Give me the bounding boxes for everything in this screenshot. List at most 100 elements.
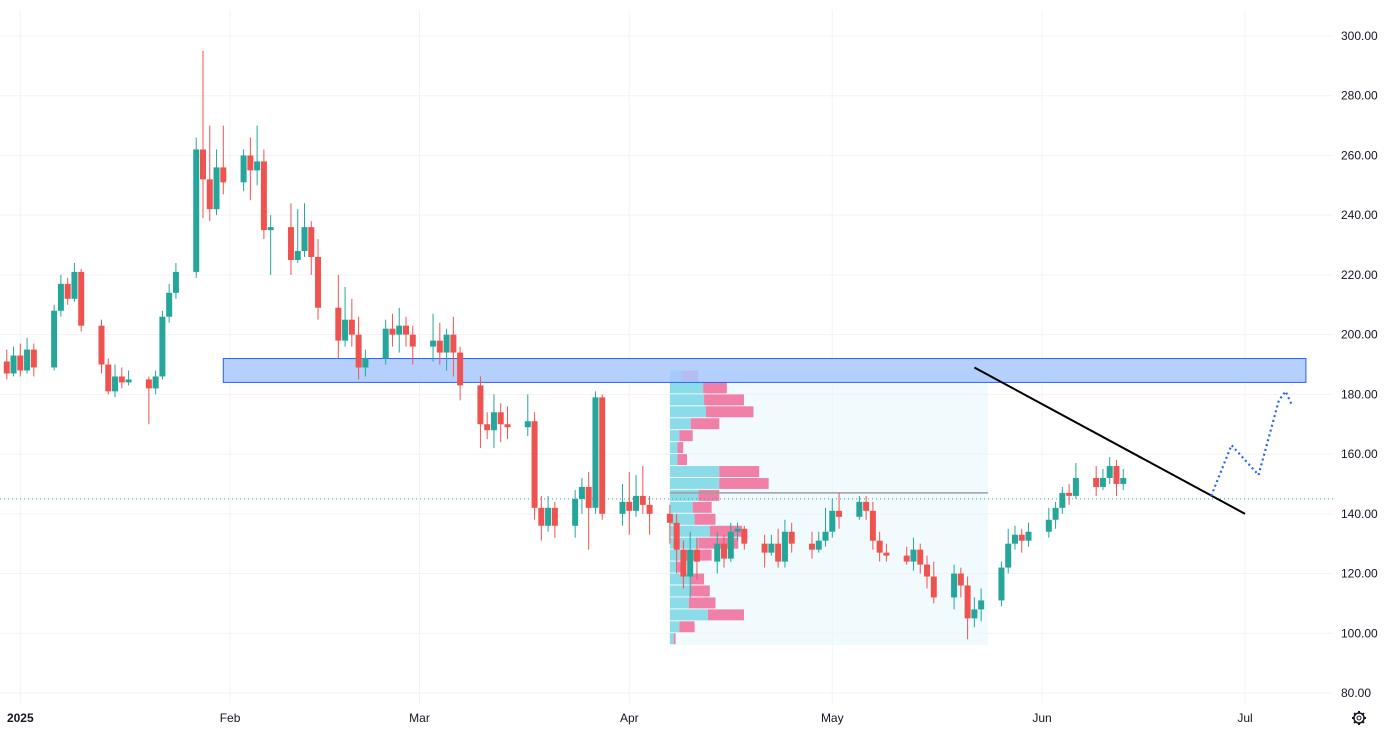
- x-axis-tick-label: Mar: [409, 711, 430, 725]
- candle-body: [118, 376, 125, 383]
- candle-body: [1052, 507, 1059, 520]
- candle-body: [666, 513, 673, 523]
- volume-profile-down-bar: [692, 501, 712, 513]
- candle-body: [693, 549, 700, 562]
- candle-body: [247, 155, 254, 171]
- candle-body: [402, 325, 409, 335]
- candle-body: [382, 328, 389, 359]
- candle-body: [917, 549, 924, 565]
- candle-body: [260, 161, 267, 231]
- x-axis-tick-label: Feb: [220, 711, 241, 725]
- candle-body: [308, 227, 315, 257]
- candle-body: [788, 531, 795, 544]
- candle-body: [105, 364, 112, 392]
- volume-profile-up-bar: [669, 466, 720, 477]
- volume-profile-up-bar: [669, 442, 678, 454]
- volume-profile-up-bar: [669, 525, 710, 537]
- candle-body: [869, 510, 876, 541]
- candle-body: [592, 397, 599, 508]
- volume-profile-down-bar: [698, 537, 739, 549]
- candle-body: [673, 522, 680, 550]
- candle-body: [680, 549, 687, 577]
- candle-body: [64, 283, 71, 299]
- candle-body: [619, 501, 626, 514]
- y-axis-tick-label: 280.00: [1341, 89, 1378, 103]
- candle-body: [159, 316, 166, 377]
- candle-body: [964, 585, 971, 619]
- candle-body: [17, 355, 24, 371]
- y-axis-tick-label: 180.00: [1341, 387, 1378, 401]
- volume-profile-up-bar: [669, 418, 691, 430]
- candle-body: [457, 352, 464, 386]
- volume-profile-up-bar: [669, 489, 699, 501]
- candle-body: [315, 256, 322, 308]
- candle-body: [578, 486, 585, 499]
- volume-profile-up-bar: [669, 430, 680, 442]
- candle-body: [125, 379, 132, 383]
- candle-body: [436, 340, 443, 353]
- volume-profile-up-bar: [669, 621, 680, 633]
- candle-body: [1072, 477, 1079, 496]
- candle-body: [768, 543, 775, 553]
- gear-icon[interactable]: [1352, 711, 1366, 725]
- y-axis-tick-label: 100.00: [1341, 626, 1378, 640]
- volume-profile-down-bar: [673, 633, 676, 645]
- volume-profile-up-bar: [669, 609, 708, 621]
- candle-body: [599, 397, 606, 514]
- volume-profile-up-bar: [669, 406, 706, 418]
- y-axis-tick-label: 240.00: [1341, 208, 1378, 222]
- candle-body: [714, 543, 721, 562]
- candle-body: [883, 552, 890, 556]
- x-axis-tick-label: 2025: [7, 711, 34, 725]
- candle-body: [240, 155, 247, 183]
- volume-profile-up-bar: [669, 585, 691, 597]
- resistance-zone: [222, 358, 1307, 383]
- candle-body: [301, 227, 308, 252]
- volume-profile-down-bar: [690, 585, 710, 597]
- volume-profile-down-bar: [679, 621, 695, 633]
- candle-body: [3, 361, 10, 374]
- candle-body: [781, 531, 788, 562]
- candle-body: [1093, 477, 1100, 487]
- volume-profile-up-bar: [669, 382, 704, 394]
- candle-body: [30, 349, 37, 368]
- candle-body: [254, 161, 261, 171]
- volume-profile-down-bar: [705, 406, 754, 418]
- candle-body: [430, 340, 437, 347]
- volume-profile-down-bar: [677, 442, 684, 454]
- candle-body: [193, 149, 200, 272]
- volume-profile-up-bar: [669, 573, 691, 585]
- candle-body: [687, 549, 694, 577]
- volume-profile-down-bar: [707, 609, 744, 621]
- y-axis-tick-label: 200.00: [1341, 328, 1378, 342]
- volume-profile-down-bar: [698, 489, 720, 501]
- volume-profile-up-bar: [669, 561, 678, 573]
- candle-body: [721, 543, 728, 559]
- candle-body: [71, 271, 78, 299]
- candle-body: [808, 543, 815, 550]
- y-axis-tick-label: 80.00: [1341, 686, 1371, 700]
- candle-body: [267, 227, 274, 231]
- candle-body: [1018, 534, 1025, 541]
- candle-body: [396, 325, 403, 335]
- candle-body: [633, 495, 640, 511]
- y-axis-tick-label: 300.00: [1341, 29, 1378, 43]
- candle-body: [1045, 519, 1052, 532]
- volume-profile-up-bar: [669, 477, 720, 489]
- candle-body: [497, 412, 504, 425]
- candle-body: [903, 555, 910, 562]
- candle-body: [112, 376, 119, 392]
- y-axis-tick-label: 120.00: [1341, 567, 1378, 581]
- candle-body: [172, 271, 179, 293]
- candle-body: [924, 564, 931, 577]
- volume-profile-down-bar: [704, 394, 744, 406]
- candle-body: [450, 334, 457, 353]
- candle-body: [551, 507, 558, 526]
- candle-body: [998, 567, 1005, 601]
- candle-body: [490, 412, 497, 431]
- candle-body: [734, 528, 741, 532]
- candle-body: [98, 325, 105, 365]
- candle-body: [51, 310, 58, 368]
